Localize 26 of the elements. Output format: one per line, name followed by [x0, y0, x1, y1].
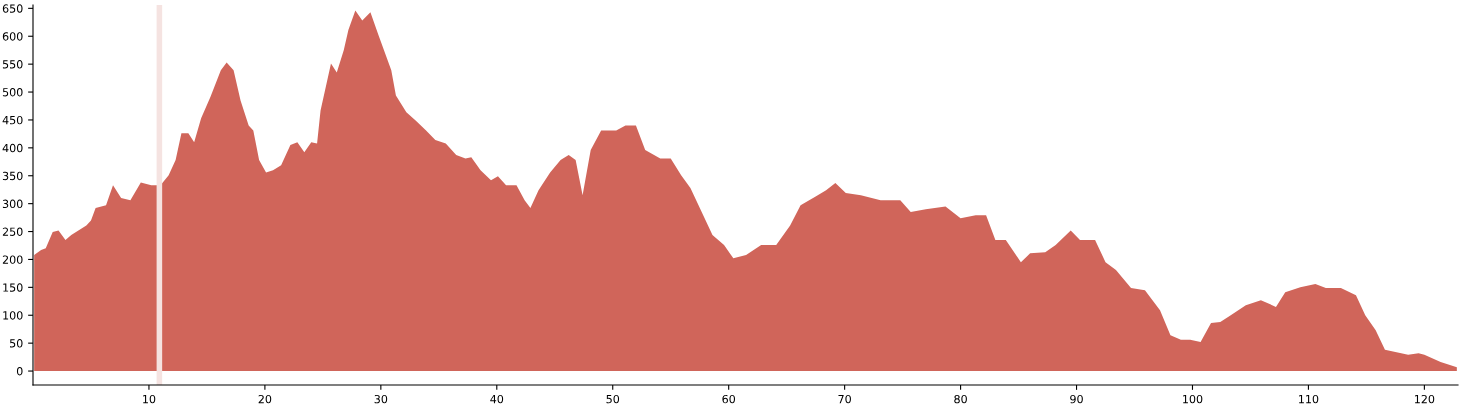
- x-tick-label: 120: [1414, 394, 1435, 404]
- x-tick-label: 90: [1070, 394, 1083, 404]
- y-tick-label: 300: [2, 199, 23, 209]
- x-tick-label: 70: [838, 394, 851, 404]
- x-tick-label: 40: [490, 394, 504, 404]
- x-tick-label: 50: [606, 394, 620, 404]
- x-tick-label: 10: [143, 394, 156, 404]
- x-tick-label: 80: [954, 394, 967, 404]
- y-tick-label: 150: [3, 283, 23, 292]
- y-tick-label: 0: [16, 367, 23, 376]
- x-tick-label: 100: [1183, 394, 1203, 404]
- y-tick-label: 600: [2, 32, 23, 41]
- x-tick-label: 110: [1299, 394, 1319, 404]
- y-tick-label: 400: [2, 143, 23, 153]
- x-tick-label: 30: [374, 394, 388, 404]
- y-tick-label: 550: [2, 60, 23, 69]
- y-tick-label: 350: [2, 171, 23, 181]
- y-tick-label: 100: [3, 311, 23, 320]
- y-tick-label: 250: [2, 227, 23, 236]
- y-tick-label: 50: [10, 339, 23, 348]
- y-tick-label: 650: [2, 4, 23, 13]
- x-tick-label: 20: [258, 394, 272, 404]
- x-tick-label: 60: [722, 394, 736, 404]
- y-tick-label: 450: [2, 115, 23, 125]
- y-tick-label: 200: [2, 255, 23, 264]
- y-tick-label: 500: [2, 88, 23, 97]
